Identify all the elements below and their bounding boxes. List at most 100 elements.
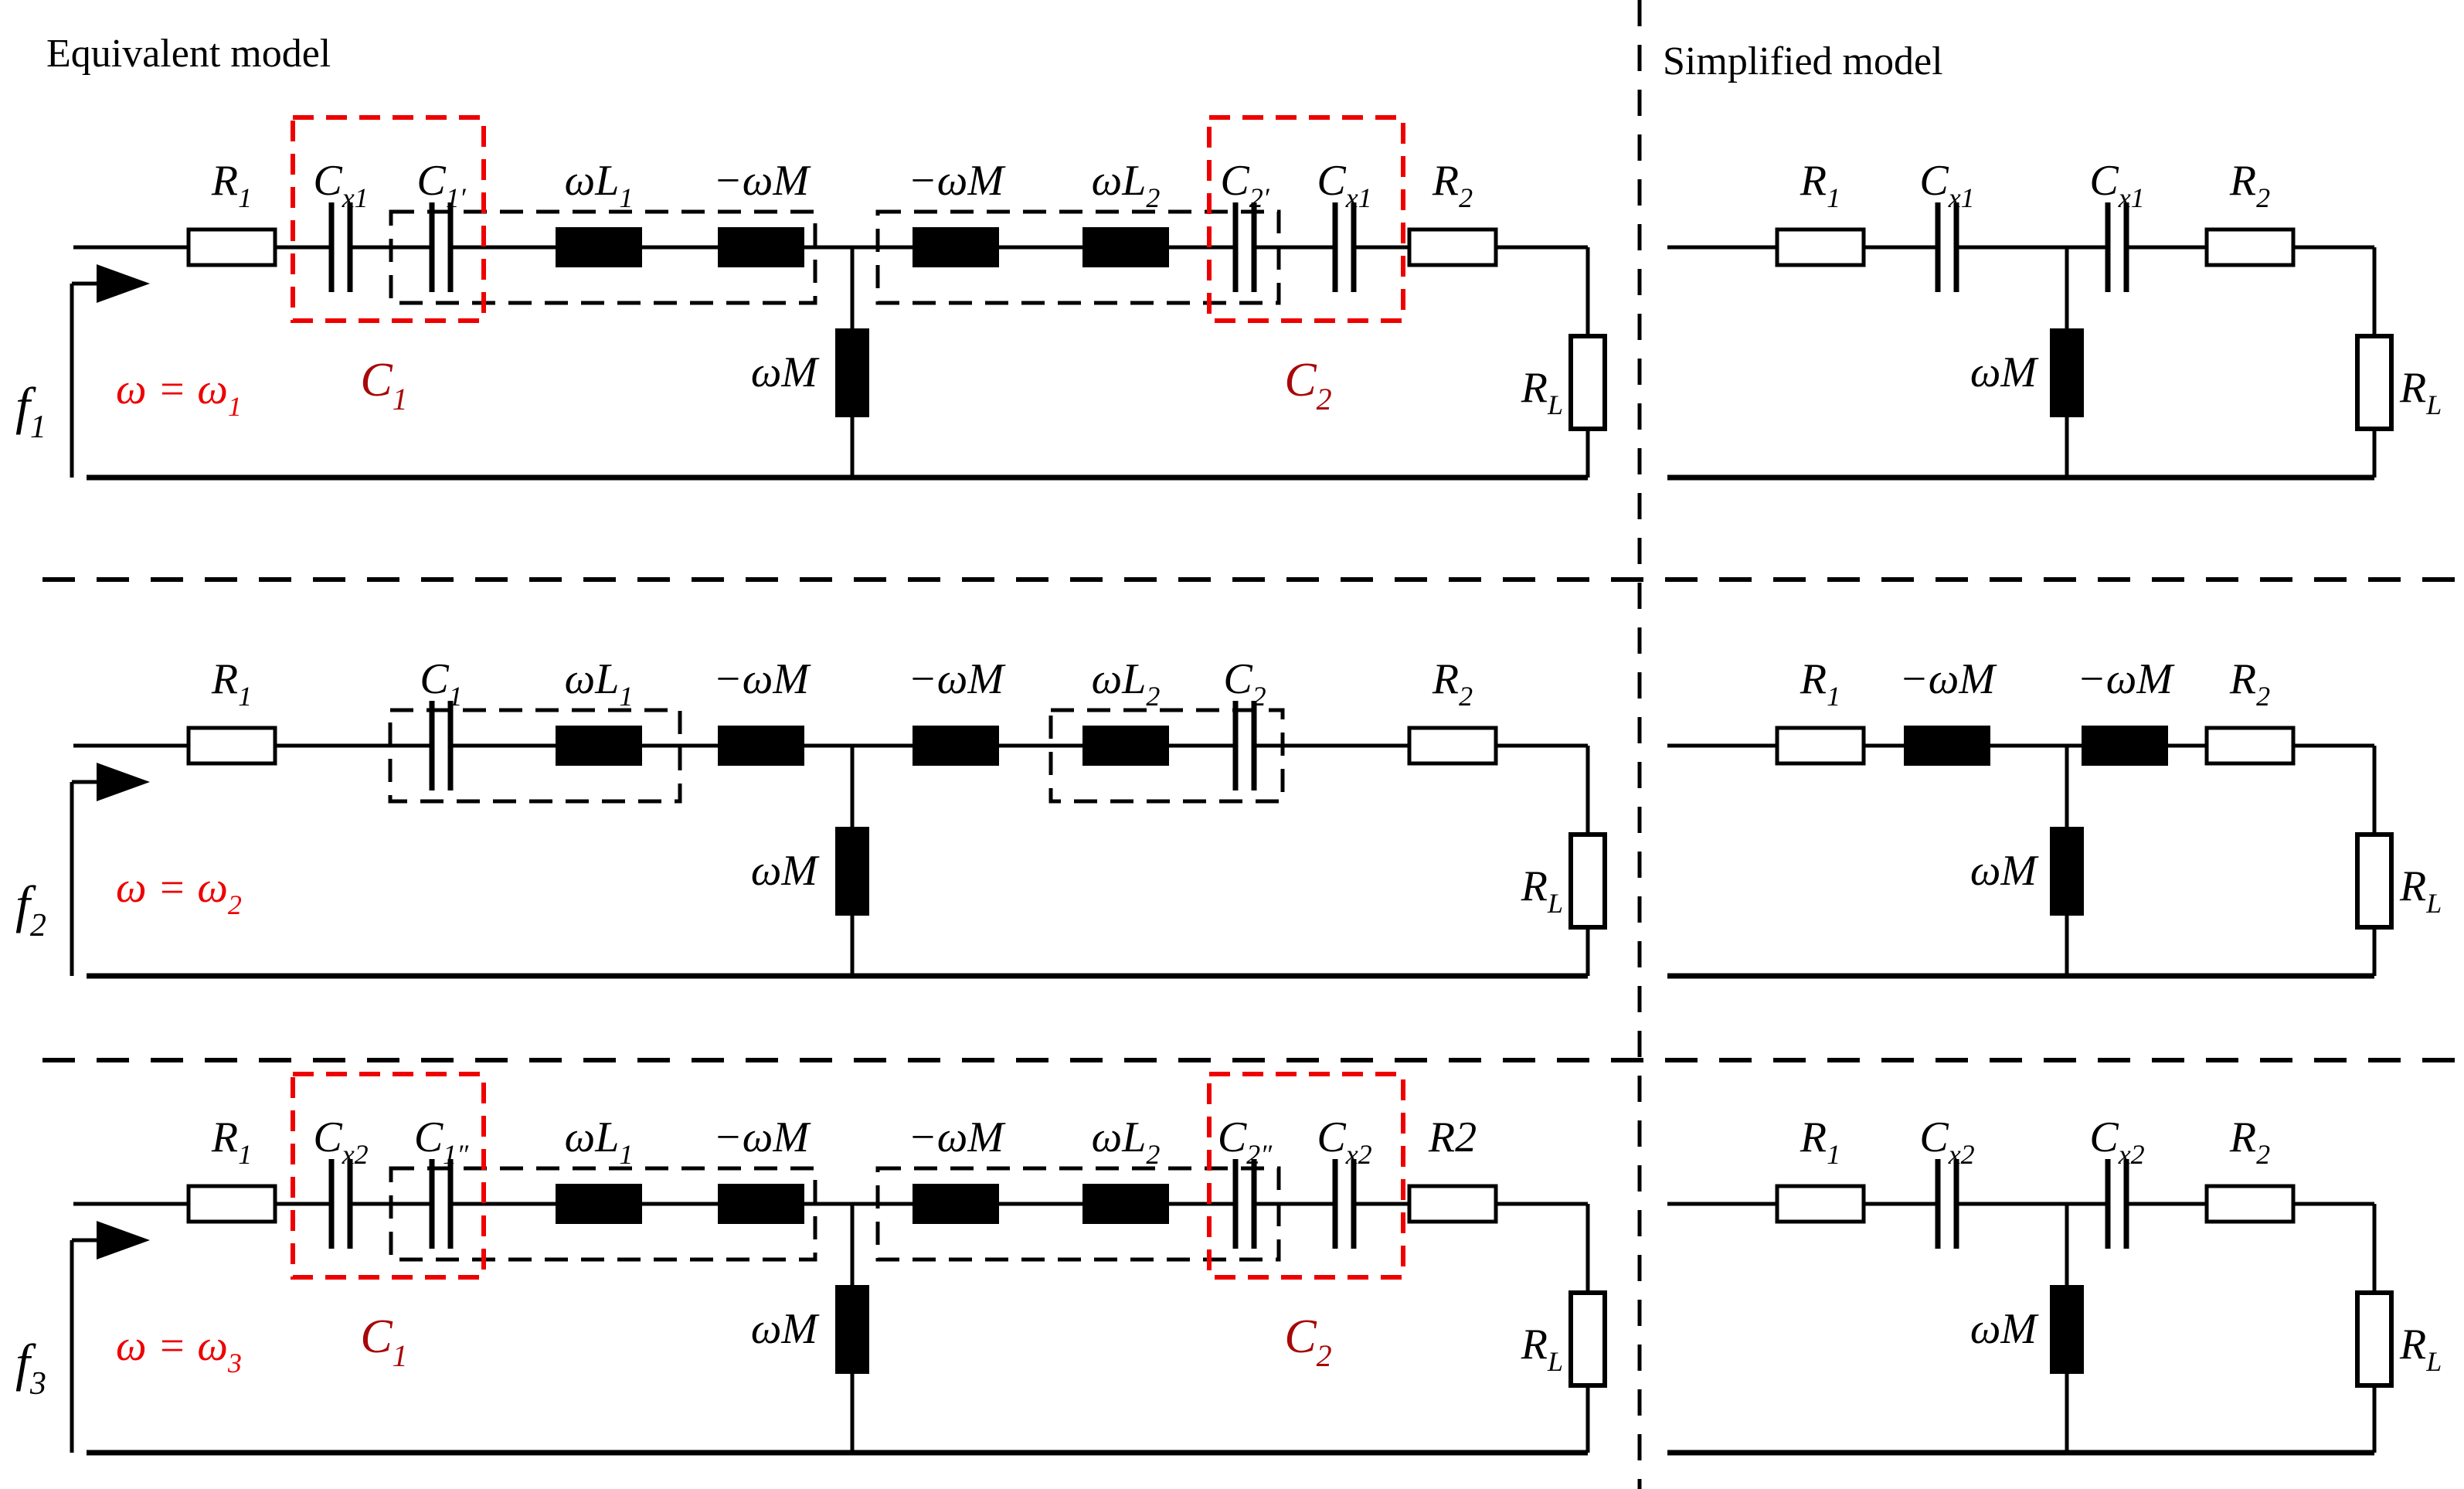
resistor-symbol [186, 227, 277, 267]
group-box-black [389, 209, 817, 305]
component-label: −ωM [908, 655, 1006, 703]
title-simplified-model: Simplified model [1663, 39, 1943, 83]
load-resistor-symbol [1568, 832, 1607, 930]
group-label: C2 [1284, 354, 1331, 416]
mutual-inductance-label: ωM [1970, 1305, 2040, 1353]
load-resistor-symbol [2355, 334, 2394, 431]
component-label: −ωM [713, 157, 811, 205]
component-label: C1 [420, 655, 462, 712]
resistor-symbol [2204, 227, 2296, 267]
mutual-inductance-label: ωM [751, 847, 821, 895]
group-box-red [291, 115, 486, 323]
component-label: Cx2 [1317, 1113, 1371, 1170]
current-arrow-icon [97, 264, 150, 303]
component-label: R1 [211, 1113, 252, 1170]
component-label: C2′ [1220, 157, 1269, 213]
equivalent-circuit-row-1: R1 Cx1 C1′ ωL1 −ωM −ωM ωL2 C2′ Cx1 R2 ωM RL C1 C2 f1 ω … [15, 115, 1607, 481]
component-label: R1 [1800, 1113, 1840, 1170]
resistor-symbol [186, 726, 277, 766]
component-label: −ωM [713, 655, 811, 703]
simplified-circuit-row-1: R1 Cx1 Cx1 R2 ωM RL [1667, 157, 2442, 481]
resistor-symbol [2204, 1184, 2296, 1224]
load-label: RL [1521, 364, 1563, 420]
component-label: Cx1 [1317, 157, 1371, 213]
resistor-symbol [1407, 1184, 1498, 1224]
mutual-inductance-label: ωM [751, 1305, 821, 1353]
component-label: ωL1 [565, 655, 634, 712]
component-label: R2 [2229, 655, 2270, 712]
component-label: R2 [1432, 157, 1473, 213]
component-label: −ωM [1899, 655, 1997, 703]
source-frequency-label: f2 [15, 875, 46, 943]
inductor-symbol [556, 726, 642, 766]
inductor-symbol [913, 1184, 999, 1224]
group-box-black [875, 209, 1281, 305]
group-box-red [291, 1072, 486, 1280]
group-label: C1 [360, 354, 407, 416]
component-label: R2 [1432, 655, 1473, 712]
load-label: RL [1521, 1321, 1563, 1377]
simplified-circuit-row-3: R1 Cx2 Cx2 R2 ωM RL [1667, 1113, 2442, 1456]
mutual-inductance-symbol [2050, 1285, 2084, 1374]
resistor-symbol [2204, 726, 2296, 766]
component-label: Cx2 [313, 1113, 368, 1170]
component-label: Cx1 [1919, 157, 1974, 213]
component-label: −ωM [2077, 655, 2175, 703]
equivalent-circuit-row-2: R1 C1 ωL1 −ωM −ωM ωL2 C2 R2 ωM RL f2 ω = ω2 [15, 655, 1607, 979]
component-label: Cx2 [2089, 1113, 2144, 1170]
current-arrow-icon [97, 763, 150, 801]
component-label: −ωM [713, 1113, 811, 1161]
omega-condition-label: ω = ω1 [116, 365, 242, 422]
inductor-symbol [1904, 726, 1990, 766]
group-box-black [875, 1166, 1281, 1262]
mutual-inductance-symbol [2050, 827, 2084, 916]
inductor-symbol [1082, 1184, 1169, 1224]
inductor-symbol [718, 1184, 804, 1224]
resistor-symbol [1775, 1184, 1866, 1224]
resistor-symbol [186, 1184, 277, 1224]
load-label: RL [2399, 364, 2442, 420]
inductor-symbol [718, 726, 804, 766]
title-equivalent-model: Equivalent model [46, 32, 331, 76]
component-label: Cx1 [313, 157, 368, 213]
mutual-inductance-label: ωM [1970, 348, 2040, 396]
simplified-circuit-row-2: R1 −ωM −ωM R2 ωM RL [1667, 655, 2442, 979]
mutual-inductance-label: ωM [751, 348, 821, 396]
source-frequency-label: f3 [15, 1333, 46, 1402]
circuit-rows: R1 Cx1 C1′ ωL1 −ωM −ωM ωL2 C2′ Cx1 R2 ωM RL C1 C2 f1 ω … [15, 115, 2442, 1456]
component-label: C1′ [416, 157, 466, 213]
component-label: Cx2 [1919, 1113, 1974, 1170]
component-label: C2 [1223, 655, 1266, 712]
resistor-symbol [1775, 227, 1866, 267]
component-label: ωL2 [1092, 157, 1161, 213]
omega-condition-label: ω = ω3 [116, 1322, 242, 1379]
component-label: R2 [2229, 157, 2270, 213]
mutual-inductance-symbol [835, 328, 869, 417]
component-label: ωL2 [1092, 1113, 1161, 1170]
component-label: C1″ [414, 1113, 469, 1170]
load-resistor-symbol [2355, 832, 2394, 930]
resistor-symbol [1407, 726, 1498, 766]
group-box-black [388, 708, 682, 804]
component-label: −ωM [908, 1113, 1006, 1161]
load-label: RL [2399, 1321, 2442, 1377]
inductor-symbol [556, 1184, 642, 1224]
group-box-red [1207, 115, 1405, 323]
component-label: ωL2 [1092, 655, 1161, 712]
inductor-symbol [913, 726, 999, 766]
component-label: −ωM [908, 157, 1006, 205]
group-box-black [389, 1166, 817, 1262]
mutual-inductance-symbol [835, 1285, 869, 1374]
equivalent-circuit-row-3: R1 Cx2 C1″ ωL1 −ωM −ωM ωL2 C2″ Cx2 R2 ωM RL C1 C2 f3 ω … [15, 1072, 1607, 1456]
inductor-symbol [556, 227, 642, 267]
inductor-symbol [1082, 726, 1169, 766]
component-label: ωL1 [565, 157, 634, 213]
component-label: R1 [1800, 655, 1840, 712]
mutual-inductance-symbol [835, 827, 869, 916]
inductor-symbol [913, 227, 999, 267]
current-arrow-icon [97, 1221, 150, 1260]
load-resistor-symbol [1568, 334, 1607, 431]
inductor-symbol [2082, 726, 2168, 766]
group-box-black [1048, 708, 1285, 804]
